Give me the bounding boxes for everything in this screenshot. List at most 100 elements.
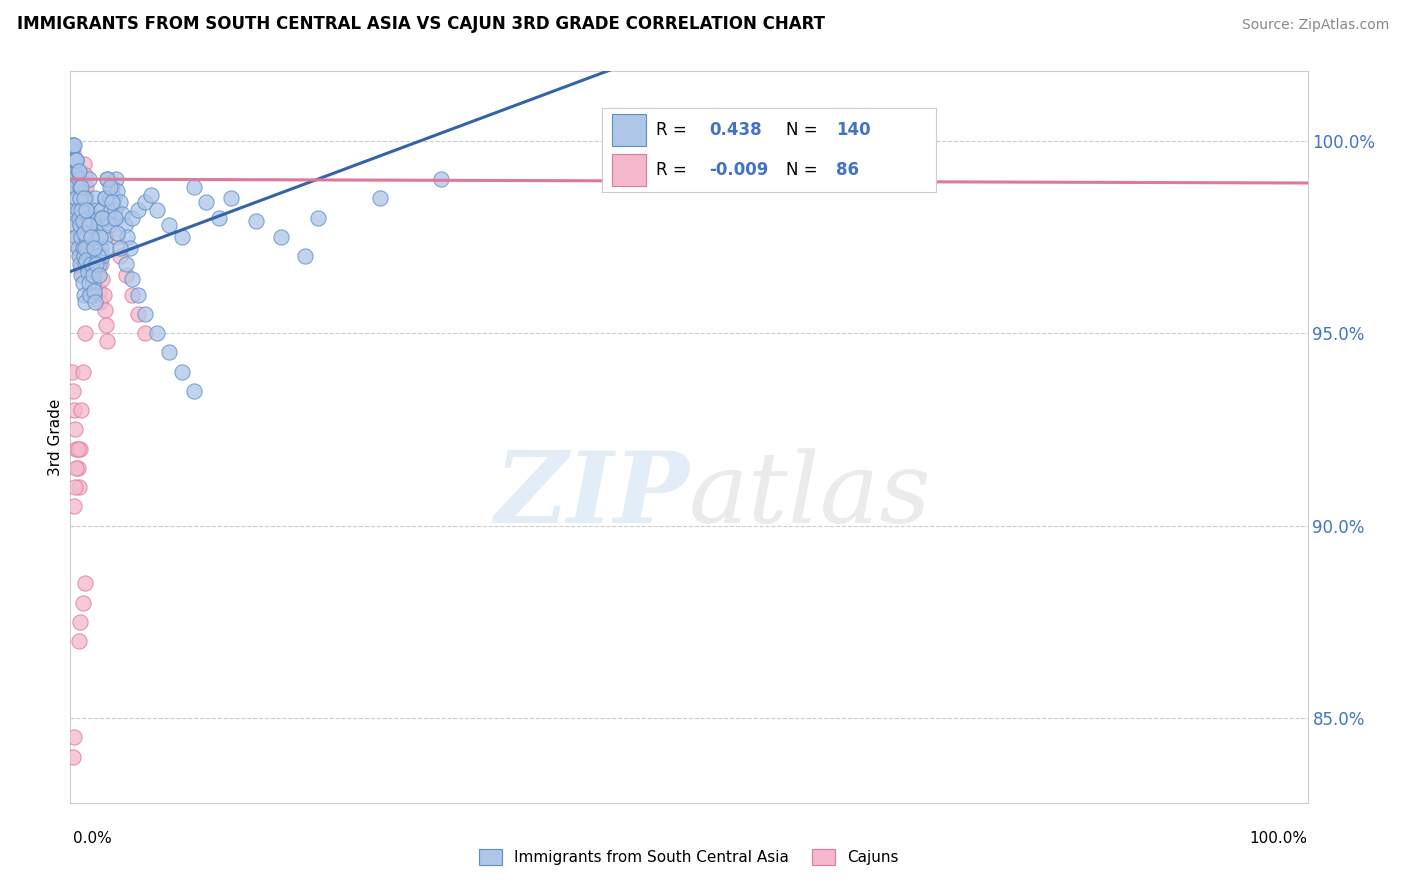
Point <box>83 284 105 298</box>
Point <box>65 230 87 244</box>
Point <box>84 257 107 271</box>
Text: N =: N = <box>786 121 818 139</box>
Point <box>67 164 90 178</box>
Point <box>121 272 143 286</box>
Point <box>75 191 97 205</box>
Point <box>80 211 103 225</box>
Y-axis label: 3rd Grade: 3rd Grade <box>48 399 63 475</box>
Point <box>72 202 94 217</box>
Point <box>65 422 87 436</box>
Text: -0.009: -0.009 <box>709 161 769 178</box>
Text: R =: R = <box>655 121 686 139</box>
Point <box>105 226 128 240</box>
Point <box>89 230 111 244</box>
Point <box>79 257 101 271</box>
Bar <box>613 154 645 186</box>
Point <box>114 219 136 233</box>
Point <box>80 230 103 244</box>
Point <box>65 169 87 183</box>
Point <box>146 326 169 340</box>
Point <box>67 172 90 186</box>
Point <box>183 179 205 194</box>
Point <box>73 287 96 301</box>
Point <box>83 230 105 244</box>
Point <box>66 230 89 244</box>
Point <box>82 237 104 252</box>
Point <box>103 191 125 205</box>
Point <box>134 195 156 210</box>
Point <box>65 480 87 494</box>
Point <box>66 179 89 194</box>
Point <box>127 202 149 217</box>
Point <box>98 191 121 205</box>
Point <box>63 153 86 167</box>
Point <box>69 249 91 263</box>
Point <box>96 211 118 225</box>
Point <box>69 226 91 240</box>
Point <box>84 295 107 310</box>
Point <box>94 191 117 205</box>
Point <box>75 576 97 591</box>
Point <box>94 303 117 318</box>
Point <box>75 230 97 244</box>
Point <box>65 153 87 167</box>
Point <box>115 230 138 244</box>
Point <box>76 264 98 278</box>
Text: 0.0%: 0.0% <box>73 831 112 846</box>
Point <box>75 295 97 310</box>
Text: Source: ZipAtlas.com: Source: ZipAtlas.com <box>1241 19 1389 32</box>
Text: 140: 140 <box>837 121 870 139</box>
Text: atlas: atlas <box>689 448 932 543</box>
Point <box>91 211 114 225</box>
Point <box>89 230 111 244</box>
Point <box>91 272 114 286</box>
Point <box>67 211 90 225</box>
Point <box>75 326 97 340</box>
Point <box>67 249 90 263</box>
Point <box>157 219 180 233</box>
Point <box>84 211 107 225</box>
Point <box>67 214 90 228</box>
Point <box>73 179 96 194</box>
Point <box>77 172 100 186</box>
Point <box>183 384 205 398</box>
Point <box>65 161 87 175</box>
Point <box>86 249 108 263</box>
Point <box>93 219 115 233</box>
Point <box>70 179 93 194</box>
Point <box>83 287 105 301</box>
Point <box>97 219 120 233</box>
Point <box>62 179 84 194</box>
Point <box>63 403 86 417</box>
Point <box>82 249 104 263</box>
Point <box>63 172 86 186</box>
Point <box>69 615 91 629</box>
Point <box>60 141 83 155</box>
Point <box>70 230 93 244</box>
Point <box>62 164 84 178</box>
Point <box>157 345 180 359</box>
Point <box>69 191 91 205</box>
Point <box>65 219 87 233</box>
Point <box>62 749 84 764</box>
Point <box>72 268 94 283</box>
Point <box>105 230 128 244</box>
Point <box>108 249 131 263</box>
Point <box>86 211 108 225</box>
Point <box>84 191 107 205</box>
Point <box>65 219 87 233</box>
Point <box>75 202 97 217</box>
Point <box>77 202 100 217</box>
Point <box>69 257 91 271</box>
Text: R =: R = <box>655 161 686 178</box>
Text: 86: 86 <box>837 161 859 178</box>
Point <box>84 242 107 256</box>
Point <box>72 214 94 228</box>
Point <box>98 179 121 194</box>
Point <box>65 191 87 205</box>
Point <box>70 403 93 417</box>
Point <box>83 249 105 263</box>
Point <box>75 242 97 256</box>
Point <box>90 202 112 217</box>
Point <box>90 257 112 271</box>
